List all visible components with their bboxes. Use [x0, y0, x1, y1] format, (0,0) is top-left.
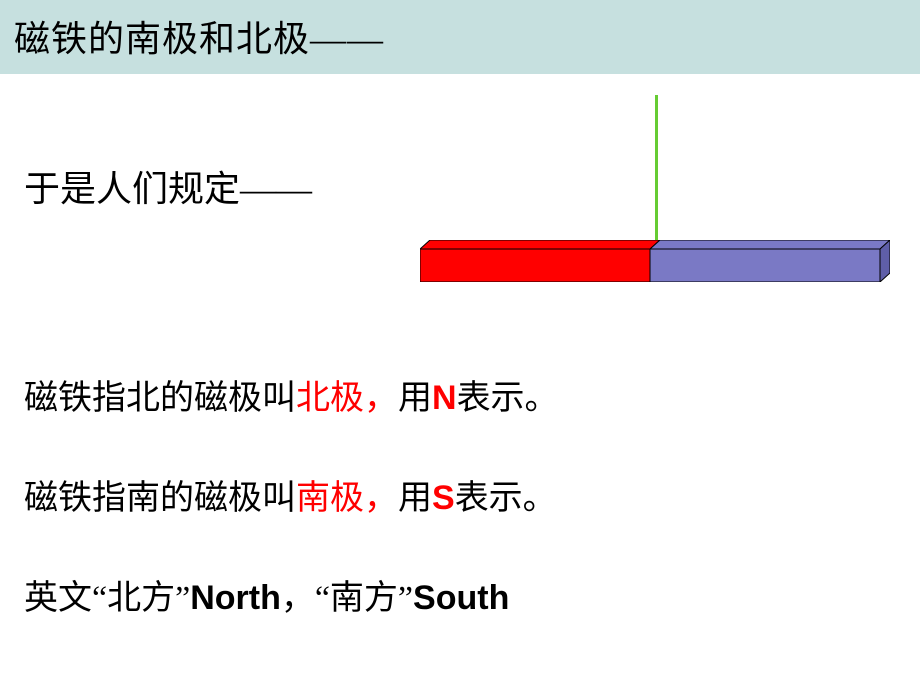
- top-face-right: [650, 240, 890, 249]
- bar-3d-svg: [420, 240, 890, 282]
- line-english: 英文“北方”North，“南方”South: [24, 570, 509, 619]
- en-a: 英文“北方”: [24, 580, 190, 617]
- line-north-pole: 磁铁指北的磁极叫北极，用N表示。: [24, 370, 559, 419]
- n-letter: N: [432, 379, 457, 417]
- top-face-left: [420, 240, 660, 249]
- s-pre: 磁铁指南的磁极叫: [24, 480, 296, 517]
- s-post: 表示。: [455, 480, 557, 517]
- n-post: 表示。: [457, 380, 559, 417]
- line-south-pole: 磁铁指南的磁极叫南极，用S表示。: [24, 470, 557, 519]
- title-bar: 磁铁的南极和北极——: [0, 0, 920, 74]
- n-mid: 用: [398, 380, 432, 417]
- n-pre: 磁铁指北的磁极叫: [24, 380, 296, 417]
- subtitle-text: 于是人们规定——: [24, 160, 312, 212]
- s-term: 南极，: [296, 480, 398, 517]
- front-face-right: [650, 249, 880, 282]
- front-face-left: [420, 249, 650, 282]
- n-term: 北极，: [296, 380, 398, 417]
- en-south: South: [413, 579, 509, 617]
- magnet-diagram: [420, 95, 890, 295]
- en-b: ，“南方”: [281, 580, 413, 617]
- title-text: 磁铁的南极和北极——: [14, 19, 384, 59]
- s-letter: S: [432, 479, 455, 517]
- bar-magnet: [420, 240, 890, 282]
- en-north: North: [190, 579, 281, 617]
- string-line: [655, 95, 658, 240]
- s-mid: 用: [398, 480, 432, 517]
